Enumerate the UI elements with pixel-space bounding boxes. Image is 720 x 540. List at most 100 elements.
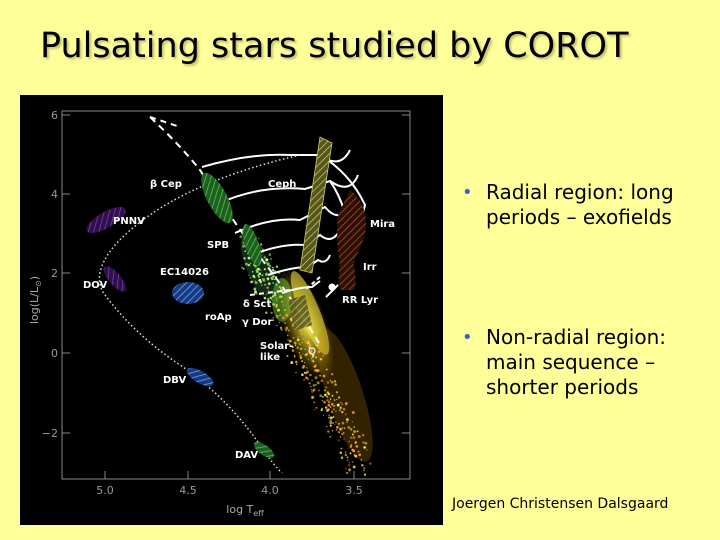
star-point xyxy=(320,379,324,383)
star-point xyxy=(348,440,350,443)
label-dav: DAV xyxy=(235,450,258,461)
star-point xyxy=(267,298,270,301)
star-point xyxy=(258,237,260,240)
star-point xyxy=(288,339,292,343)
star-point xyxy=(347,426,350,429)
star-point xyxy=(305,376,308,380)
star-point xyxy=(291,345,293,348)
region-dbv xyxy=(186,367,214,387)
star-point xyxy=(290,361,294,365)
star-point xyxy=(346,421,348,424)
star-point xyxy=(285,313,289,317)
star-point xyxy=(302,353,304,355)
star-point xyxy=(309,354,312,356)
star-point xyxy=(346,456,349,459)
star-point xyxy=(329,435,332,438)
star-point xyxy=(247,256,251,260)
star-point xyxy=(319,374,322,377)
label-solar-like: like xyxy=(260,352,280,363)
star-point xyxy=(285,326,289,330)
star-point xyxy=(314,383,317,386)
star-point xyxy=(311,353,315,357)
star-point xyxy=(332,416,335,418)
star-point xyxy=(329,406,332,408)
star-point xyxy=(245,262,247,265)
star-point xyxy=(312,384,315,387)
label-dov: DOV xyxy=(83,280,108,291)
star-point xyxy=(285,329,288,332)
star-point xyxy=(342,407,346,411)
star-point xyxy=(270,276,273,280)
star-point xyxy=(321,399,324,402)
star-point xyxy=(252,274,255,278)
star-point xyxy=(272,266,274,269)
star-point xyxy=(307,378,309,381)
star-point xyxy=(357,435,361,439)
star-point xyxy=(349,445,352,448)
star-point xyxy=(346,459,349,461)
star-point xyxy=(333,399,336,401)
star-point xyxy=(337,422,340,425)
label-solar-like: Solar- xyxy=(260,341,293,352)
star-point xyxy=(266,277,269,280)
star-point xyxy=(363,473,367,476)
region-dov xyxy=(103,266,127,292)
star-point xyxy=(316,381,320,385)
star-point xyxy=(341,410,344,414)
star-point xyxy=(272,295,274,298)
bullet-item: • Non-radial region: main sequence – sho… xyxy=(462,325,712,400)
star-point xyxy=(261,284,263,286)
star-point xyxy=(329,416,333,420)
star-point xyxy=(294,344,297,347)
label-dbv: DBV xyxy=(163,375,187,386)
star-point xyxy=(293,355,296,358)
star-point xyxy=(317,350,321,354)
star-point xyxy=(258,268,261,271)
star-point xyxy=(242,244,246,248)
star-point xyxy=(344,402,348,405)
region-rr-lyr xyxy=(328,283,336,291)
star-point xyxy=(260,247,263,249)
label-ceph: Ceph xyxy=(268,179,296,190)
star-point xyxy=(296,346,299,349)
star-point xyxy=(331,394,334,397)
star-point xyxy=(293,341,297,345)
star-point xyxy=(322,374,326,378)
star-point xyxy=(326,391,329,394)
star-point xyxy=(310,349,313,352)
star-point xyxy=(263,296,267,300)
star-point xyxy=(307,339,309,342)
bullet-text: Radial region: long periods – exofields xyxy=(486,180,674,229)
label-irr: Irr xyxy=(363,262,377,273)
star-point xyxy=(249,276,252,279)
star-point xyxy=(313,365,316,367)
plot-frame xyxy=(61,110,411,480)
star-point xyxy=(341,427,344,429)
star-point xyxy=(360,459,363,461)
star-point xyxy=(301,373,304,377)
star-point xyxy=(271,303,275,306)
star-point xyxy=(314,376,318,380)
star-point xyxy=(260,269,262,271)
label-roap: roAp xyxy=(205,312,232,323)
star-point xyxy=(280,328,283,331)
star-point xyxy=(249,262,252,265)
star-point xyxy=(297,336,299,338)
star-point xyxy=(335,410,337,412)
star-point xyxy=(318,389,320,392)
bullet-dot-icon: • xyxy=(462,182,473,203)
star-point xyxy=(339,451,342,454)
star-point xyxy=(261,274,264,277)
star-point xyxy=(282,304,284,306)
star-point xyxy=(355,445,359,448)
star-point xyxy=(265,293,268,295)
star-point xyxy=(330,410,334,414)
evolution-tracks xyxy=(149,116,367,346)
star-point xyxy=(288,343,292,347)
star-point xyxy=(283,309,287,312)
star-point xyxy=(327,400,331,404)
star-point xyxy=(343,427,346,430)
star-point xyxy=(329,424,332,427)
star-point xyxy=(333,380,337,383)
star-point xyxy=(343,438,345,440)
